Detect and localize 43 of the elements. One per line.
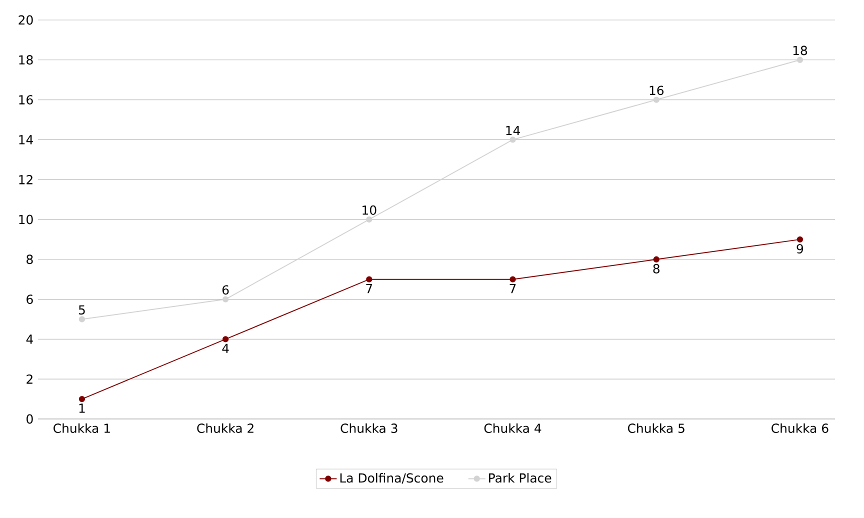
x-tick-label: Chukka 4: [484, 423, 542, 433]
point: [653, 96, 660, 103]
y-tick-label: 12: [19, 174, 32, 184]
legend-label: Park Place: [489, 473, 552, 483]
y-tick-label: 18: [19, 55, 33, 65]
x-tick-label: Chukka 5: [628, 423, 684, 433]
point: [366, 276, 372, 282]
y-tick-label: 4: [26, 334, 33, 344]
point: [510, 136, 516, 143]
data-label: 4: [222, 344, 229, 353]
x-tick-label: Chukka 1: [54, 423, 110, 433]
x-tick-label: Chukka 6: [772, 423, 828, 433]
y-tick-label: 6: [26, 294, 33, 304]
point: [510, 276, 516, 282]
data-label: 7: [366, 284, 372, 294]
point: [366, 216, 372, 223]
y-tick-label: 0: [26, 414, 33, 424]
legend-label: La Dolfina/Scone: [340, 473, 444, 484]
y-tick-label: 10: [19, 214, 33, 224]
data-label: 16: [650, 86, 664, 96]
y-tick-label: 16: [19, 95, 33, 104]
point: [222, 296, 229, 302]
point: [78, 396, 86, 402]
data-label: 5: [78, 305, 85, 315]
y-tick-label: 8: [26, 254, 33, 264]
data-label: 9: [796, 244, 804, 254]
point: [796, 236, 804, 243]
data-label: 10: [362, 205, 376, 215]
data-label: 1: [79, 404, 85, 413]
x-tick-label: Chukka 3: [340, 423, 398, 433]
data-label: 14: [506, 126, 520, 136]
point: [796, 56, 804, 63]
point: [653, 256, 660, 262]
y-tick-label: 20: [18, 15, 33, 25]
y-tick-label: 2: [26, 374, 32, 384]
x-tick-label: Chukka 2: [197, 423, 254, 433]
data-label: 18: [793, 46, 808, 56]
y-tick-label: 14: [19, 135, 33, 144]
data-label: 8: [653, 264, 660, 274]
data-label: 7: [510, 284, 516, 294]
point: [222, 336, 229, 342]
point: [78, 316, 86, 322]
data-label: 6: [222, 285, 229, 295]
